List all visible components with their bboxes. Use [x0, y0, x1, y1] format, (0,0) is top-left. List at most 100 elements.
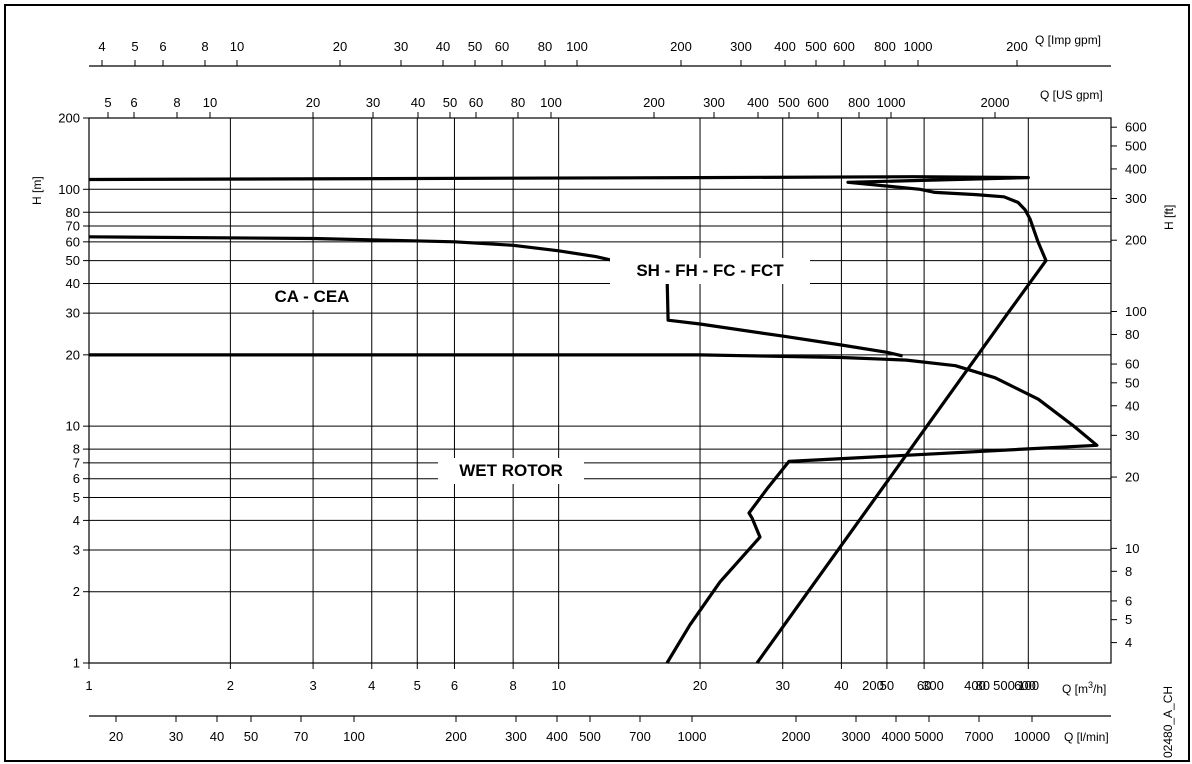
x-tick-label-imp: 60 [495, 39, 509, 54]
x-tick-label-m3h: 100 [1017, 678, 1039, 693]
x-tick-label-lmin: 30 [169, 729, 183, 744]
x-tick-label-m3h: 30 [775, 678, 789, 693]
y-tick-label-m: 10 [66, 419, 80, 434]
sh-fh-fc-fct-curve [88, 175, 1048, 664]
y-tick-label-m: 60 [66, 234, 80, 249]
x-tick-label-m3h: 4 [368, 678, 375, 693]
x-tick-label-imp: 600 [833, 39, 855, 54]
x-tick-label-imp: 200 [1006, 39, 1028, 54]
x-tick-label-us: 200 [643, 95, 665, 110]
region-label: WET ROTOR [459, 461, 563, 480]
chart-frame [4, 4, 1190, 762]
horizontal-grid-lines [89, 117, 1111, 664]
x-tick-label-m3h: 400 [964, 678, 986, 693]
x-axis-title-us: Q [US gpm] [1040, 88, 1103, 102]
x-tick-label-imp: 300 [730, 39, 752, 54]
y-tick-label-ft: 20 [1125, 470, 1139, 485]
y-tick-label-m: 20 [66, 347, 80, 362]
y-tick-label-m: 50 [66, 253, 80, 268]
x-tick-label-us: 30 [366, 95, 380, 110]
x-tick-label-lmin: 7000 [965, 729, 994, 744]
figure-code: 02480_A_CH [1161, 686, 1175, 758]
y-tick-label-ft: 30 [1125, 428, 1139, 443]
x-tick-label-us: 2000 [981, 95, 1010, 110]
y-tick-label-m: 40 [66, 276, 80, 291]
x-tick-label-lmin: 4000 [882, 729, 911, 744]
y-tick-label-ft: 80 [1125, 327, 1139, 342]
x-tick-label-us: 60 [469, 95, 483, 110]
y-tick-label-m: 7 [73, 455, 80, 470]
x-axis-title-lmin: Q [l/min] [1064, 730, 1109, 744]
y-tick-label-ft: 6 [1125, 593, 1132, 608]
region-label-bg [438, 458, 584, 484]
y-tick-label-ft: 50 [1125, 375, 1139, 390]
x-tick-label-us: 1000 [877, 95, 906, 110]
y-tick-label-ft: 200 [1125, 233, 1147, 248]
y-tick-label-ft: 40 [1125, 398, 1139, 413]
x-axis-title-imp: Q [Imp gpm] [1035, 33, 1101, 47]
x-tick-label-m3h: 80 [976, 678, 990, 693]
region-label-bg [262, 284, 362, 310]
x-tick-label-m3h: 10 [551, 678, 565, 693]
x-tick-label-m3h: 6 [451, 678, 458, 693]
axis-lines [88, 65, 1112, 717]
x-tick-label-lmin: 50 [244, 729, 258, 744]
x-tick-label-lmin: 300 [505, 729, 527, 744]
x-tick-label-imp: 10 [230, 39, 244, 54]
x-tick-label-m3h: 1 [85, 678, 92, 693]
axis-ticks [83, 60, 1117, 722]
y-tick-label-ft: 500 [1125, 138, 1147, 153]
x-tick-label-us: 5 [104, 95, 111, 110]
x-tick-label-imp: 100 [566, 39, 588, 54]
y-axis-title-ft: H [ft] [1162, 205, 1176, 230]
x-tick-label-us: 800 [848, 95, 870, 110]
x-tick-label-lmin: 70 [294, 729, 308, 744]
wet-rotor-curve [89, 353, 1099, 664]
axis-titles: Q [m3/h] Q [l/min] Q [Imp gpm] Q [US gpm… [30, 33, 1176, 758]
x-tick-label-us: 8 [173, 95, 180, 110]
x-tick-label-lmin: 2000 [782, 729, 811, 744]
y-tick-label-m: 3 [73, 542, 80, 557]
x-tick-label-lmin: 10000 [1014, 729, 1050, 744]
x-tick-label-lmin: 200 [445, 729, 467, 744]
axis-tick-labels: 1 2 3 4 5 6 8 10 20 30 40 50 60 80 100 200 300 400 500 600 2… [58, 39, 1146, 744]
x-tick-label-m3h: 40 [834, 678, 848, 693]
y-tick-label-m: 2 [73, 584, 80, 599]
x-tick-label-m3h: 200 [862, 678, 884, 693]
ca-cea-curve [88, 235, 903, 358]
y-tick-label-ft: 400 [1125, 161, 1147, 176]
x-tick-label-imp: 6 [159, 39, 166, 54]
y-tick-label-ft: 10 [1125, 541, 1139, 556]
vertical-grid-lines [88, 118, 1029, 663]
x-tick-label-imp: 20 [333, 39, 347, 54]
y-tick-label-ft: 600 [1125, 120, 1147, 135]
y-tick-label-ft: 100 [1125, 304, 1147, 319]
region-labels: SH - FH - FC - FCT CA - CEA WET ROTOR [262, 258, 810, 484]
x-tick-label-lmin: 500 [579, 729, 601, 744]
pump-curves [88, 175, 1099, 664]
x-tick-label-imp: 80 [538, 39, 552, 54]
x-tick-label-m3h: 60 [917, 678, 931, 693]
y-tick-label-m: 4 [73, 513, 80, 528]
y-tick-label-m: 200 [58, 111, 80, 126]
x-tick-label-imp: 8 [201, 39, 208, 54]
x-tick-label-lmin: 100 [343, 729, 365, 744]
y-tick-label-ft: 300 [1125, 191, 1147, 206]
region-label: CA - CEA [275, 287, 350, 306]
x-tick-label-m3h: 3 [309, 678, 316, 693]
x-tick-label-imp: 30 [394, 39, 408, 54]
y-tick-label-m: 8 [73, 442, 80, 457]
x-tick-label-lmin: 400 [546, 729, 568, 744]
x-tick-label-us: 50 [443, 95, 457, 110]
x-tick-label-imp: 40 [436, 39, 450, 54]
region-label-bg [610, 258, 810, 284]
x-tick-label-lmin: 700 [629, 729, 651, 744]
y-tick-label-m: 6 [73, 471, 80, 486]
x-tick-label-imp: 500 [805, 39, 827, 54]
y-tick-label-m: 5 [73, 490, 80, 505]
x-tick-label-lmin: 5000 [915, 729, 944, 744]
y-tick-label-m: 1 [73, 656, 80, 671]
x-tick-label-m3h: 2 [227, 678, 234, 693]
x-tick-label-lmin: 1000 [678, 729, 707, 744]
